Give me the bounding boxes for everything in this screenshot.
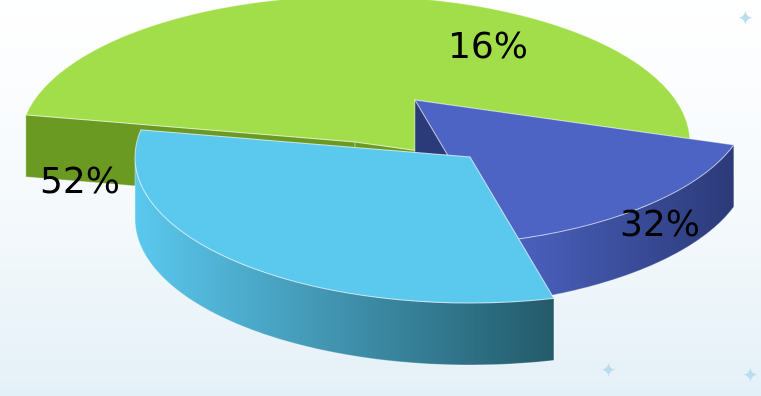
slice-label: 16% bbox=[448, 26, 528, 67]
pie-slice-2: 32% bbox=[134, 129, 700, 366]
slice-label: 32% bbox=[620, 204, 700, 245]
sparkle-icon: ✦ bbox=[742, 363, 759, 387]
slice-label: 52% bbox=[40, 161, 120, 202]
sparkle-icon: ✦ bbox=[737, 6, 754, 30]
pie-slice-top bbox=[134, 129, 555, 304]
sparkle-icon: ✦ bbox=[600, 358, 617, 382]
